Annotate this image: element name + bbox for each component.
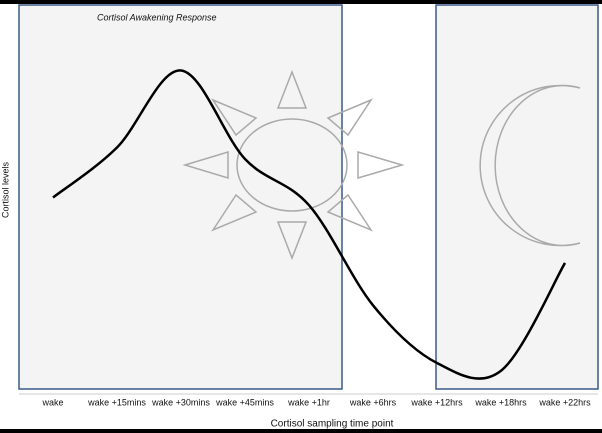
night-panel: [435, 4, 599, 390]
x-axis-title: Cortisol sampling time point: [271, 419, 394, 430]
x-tick-label: wake +12hrs: [410, 397, 463, 407]
x-tick-label: wake +15mins: [87, 397, 146, 407]
bottom-bar: [0, 429, 602, 433]
y-axis-title: Cortisol levels: [0, 161, 10, 218]
x-tick-label: wake +45mins: [215, 397, 274, 407]
moon-icon: [479, 84, 581, 247]
x-tick-label: wake +6hrs: [349, 397, 397, 407]
sun-icon: [182, 69, 405, 261]
top-bar: [0, 0, 602, 4]
annotation: Cortisol Awakening Response: [97, 12, 217, 22]
x-tick-label: wake +22hrs: [538, 397, 591, 407]
x-tick-label: wake: [41, 397, 63, 407]
x-tick-label: wake +18hrs: [474, 397, 527, 407]
x-tick-label: wake +30mins: [151, 397, 210, 407]
cortisol-line: [52, 69, 567, 380]
x-tick-label: wake +1hr: [287, 397, 330, 407]
morning-panel: [18, 4, 343, 390]
